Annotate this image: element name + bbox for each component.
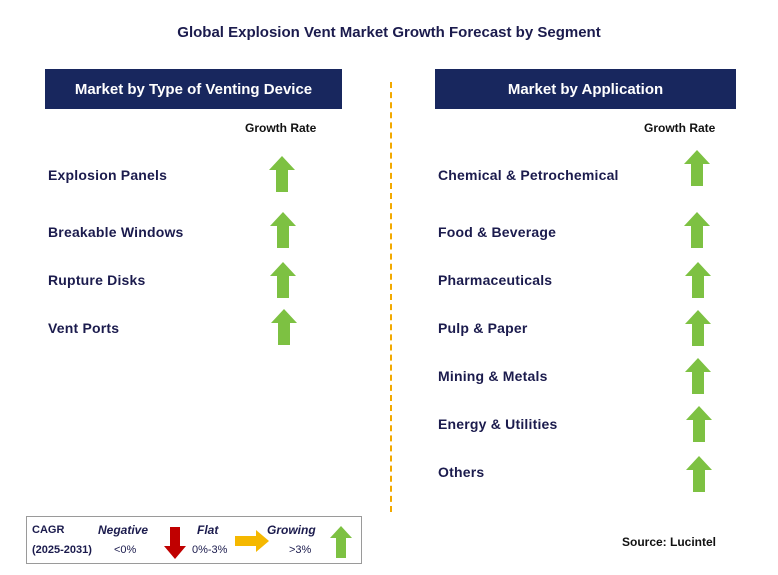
right-row-label: Others — [438, 464, 485, 480]
left-row-label: Explosion Panels — [48, 167, 168, 183]
panel-divider — [390, 82, 392, 512]
up-arrow-icon — [686, 406, 712, 442]
right-row-label: Mining & Metals — [438, 368, 548, 384]
legend-growing-label: Growing — [267, 523, 316, 537]
legend-cagr-label: CAGR — [32, 524, 65, 536]
cagr-legend: CAGR (2025-2031) Negative <0% Flat 0%-3%… — [26, 516, 362, 564]
left-row-label: Breakable Windows — [48, 224, 184, 240]
left-growth-rate-label: Growth Rate — [245, 121, 317, 135]
legend-flat-label: Flat — [197, 523, 219, 537]
up-arrow-icon — [685, 310, 711, 346]
right-row-label: Food & Beverage — [438, 224, 557, 240]
left-panel-header: Market by Type of Venting Device — [45, 69, 342, 109]
right-row-label: Energy & Utilities — [438, 416, 558, 432]
up-arrow-icon — [684, 150, 710, 186]
up-arrow-icon — [270, 262, 296, 298]
up-arrow-icon — [270, 212, 296, 248]
left-row-label: Rupture Disks — [48, 272, 146, 288]
right-growth-rate-label: Growth Rate — [644, 121, 716, 135]
legend-period: (2025-2031) — [32, 544, 92, 556]
right-row-label: Chemical & Petrochemical — [438, 167, 619, 183]
right-arrow-icon — [235, 530, 269, 552]
up-arrow-icon — [269, 156, 295, 192]
up-arrow-icon — [330, 526, 352, 558]
page-title: Global Explosion Vent Market Growth Fore… — [177, 24, 601, 41]
up-arrow-icon — [686, 456, 712, 492]
right-panel-header: Market by Application — [435, 69, 736, 109]
legend-growing-range: >3% — [289, 544, 312, 556]
up-arrow-icon — [685, 358, 711, 394]
left-row-label: Vent Ports — [48, 320, 120, 336]
legend-flat-range: 0%-3% — [192, 544, 228, 556]
source-note: Source: Lucintel — [622, 535, 717, 549]
legend-negative-label: Negative — [98, 523, 149, 537]
up-arrow-icon — [684, 212, 710, 248]
legend-negative-range: <0% — [114, 544, 137, 556]
up-arrow-icon — [685, 262, 711, 298]
up-arrow-icon — [271, 309, 297, 345]
down-arrow-icon — [164, 527, 186, 559]
right-row-label: Pharmaceuticals — [438, 272, 553, 288]
right-row-label: Pulp & Paper — [438, 320, 528, 336]
